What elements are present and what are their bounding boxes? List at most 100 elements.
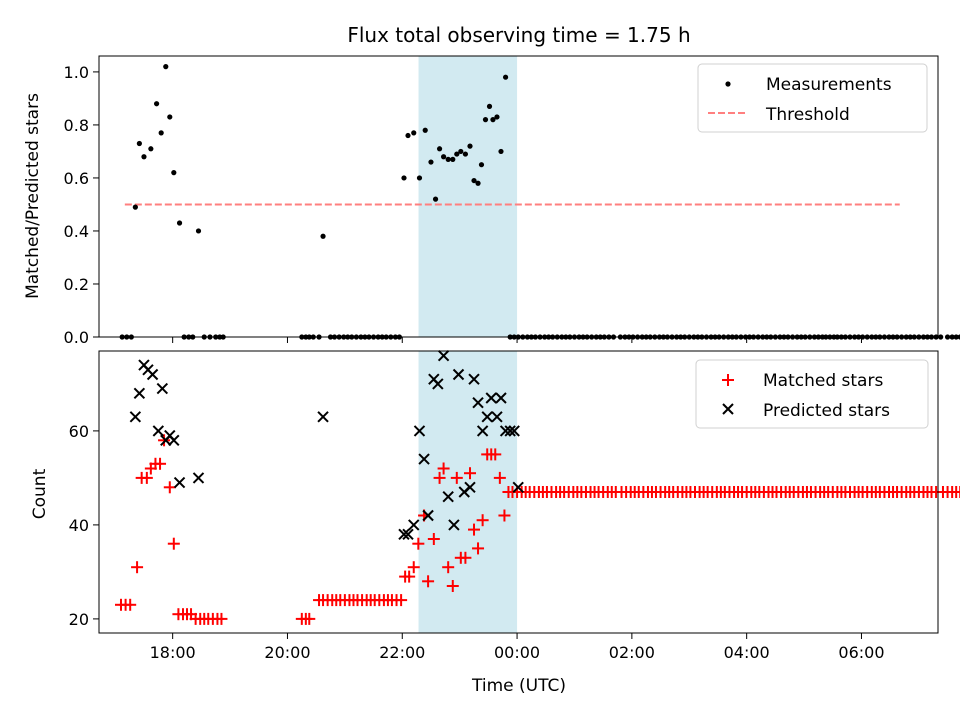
predicted-stars-point: [472, 396, 484, 409]
x-tick-label: 20:00: [264, 643, 310, 662]
matched-stars-point: [124, 598, 137, 611]
matched-stars-point: [476, 514, 489, 527]
matched-stars-point: [403, 570, 416, 583]
measurements-point: [401, 175, 407, 181]
matched-stars-point: [493, 471, 506, 484]
matched-stars-point: [395, 594, 408, 607]
measurements-point: [938, 334, 944, 340]
measurements-point: [498, 148, 504, 155]
matched-stars-point: [472, 542, 485, 555]
predicted-stars-point: [448, 519, 460, 531]
predicted-stars-point: [485, 392, 497, 404]
measurements-point: [405, 132, 411, 139]
measurements-point: [428, 159, 434, 165]
top-y-tick-label: 0.0: [64, 328, 89, 347]
measurements-point: [440, 154, 447, 160]
top-panel: 0.0 0.2 0.4 0.6 0.8 1.0 Matched/Predicted sta…: [23, 55, 960, 347]
legend-matched-marker: [722, 374, 734, 386]
predicted-stars-point: [499, 425, 512, 437]
measurements-point: [949, 334, 955, 340]
predicted-stars-point: [422, 509, 434, 522]
matched-stars-point: [442, 561, 455, 574]
legend-predicted-label: Predicted stars: [763, 401, 890, 421]
measurements-point: [320, 233, 326, 239]
measurements-point: [471, 177, 477, 184]
bottom-y-tick-label: 40: [69, 516, 89, 535]
predicted-stars-point: [495, 392, 507, 404]
top-y-tick-label: 1.0: [64, 63, 89, 82]
matched-stars-point: [303, 612, 316, 625]
predicted-stars-point: [408, 519, 420, 531]
predicted-stars-point: [476, 425, 489, 437]
matched-stars-point: [498, 509, 511, 522]
measurements-point: [458, 148, 464, 155]
top-legend: Measurements Threshold: [697, 63, 928, 133]
predicted-stars-point: [464, 481, 476, 494]
matched-stars-point: [163, 481, 176, 494]
measurements-point: [445, 156, 451, 162]
predicted-stars-point: [317, 411, 329, 423]
measurements-point: [195, 228, 202, 234]
legend-measurements-marker: [725, 81, 731, 87]
top-highlight-span: [418, 56, 518, 337]
matched-stars-point: [450, 471, 463, 484]
matched-stars-point: [433, 471, 446, 484]
predicted-stars-point: [156, 382, 169, 395]
predicted-stars-point: [468, 373, 480, 385]
matched-stars-point: [412, 537, 425, 550]
predicted-stars-point: [398, 528, 410, 541]
measurements-point: [953, 334, 959, 340]
matched-stars-point: [954, 486, 960, 498]
matched-stars-point: [407, 561, 420, 574]
bottom-y-axis-label: Count: [30, 468, 50, 519]
measurements-point: [158, 130, 164, 136]
predicted-stars-point: [491, 411, 503, 423]
matched-stars-point: [422, 575, 435, 588]
measurements-point: [944, 334, 951, 340]
measurements-point: [490, 117, 496, 123]
measurements-point: [153, 101, 160, 107]
measurements-point: [416, 175, 423, 181]
x-tick-label: 00:00: [494, 643, 540, 662]
predicted-stars-point: [508, 425, 520, 437]
predicted-stars-point: [152, 425, 165, 437]
figure-title: Flux total observing time = 1.75 h: [347, 23, 690, 47]
top-y-tick-label: 0.6: [64, 169, 89, 188]
measurements-point: [432, 196, 439, 202]
measurements-point: [148, 146, 154, 152]
measurements-point: [176, 220, 183, 226]
top-y-tick-label: 0.8: [64, 116, 89, 135]
matched-stars-point: [167, 537, 180, 550]
predicted-stars-point: [512, 481, 524, 494]
measurements-point: [450, 156, 456, 162]
measurements-point: [462, 151, 469, 157]
measurements-point: [411, 130, 417, 136]
matched-stars-point: [215, 612, 228, 625]
predicted-stars-point: [442, 490, 454, 503]
matched-stars-point: [459, 551, 472, 564]
top-y-tick-label: 0.4: [64, 222, 89, 241]
legend-matched-label: Matched stars: [763, 371, 883, 391]
matched-stars-point: [468, 523, 481, 536]
measurements-point: [475, 180, 481, 186]
measurements-point: [482, 117, 489, 123]
top-legend-box: [697, 63, 928, 133]
top-y-axis-label: Matched/Predicted stars: [23, 93, 43, 299]
bottom-axis-ticks: 20 40 60 18:00 20:00 22:00 00:00 02:00 04:00 06:0…: [69, 422, 885, 662]
bottom-legend: Matched stars Predicted stars: [695, 359, 929, 429]
matched-stars-point: [154, 457, 167, 470]
predicted-stars-point: [173, 476, 186, 489]
measurements-point: [163, 64, 169, 70]
x-tick-label: 22:00: [379, 643, 425, 662]
predicted-stars-point: [413, 425, 426, 437]
predicted-stars-point: [133, 387, 146, 400]
matched-stars-point: [131, 561, 144, 574]
predicted-stars-point: [504, 425, 516, 437]
predicted-stars-point: [481, 411, 493, 423]
matched-stars-point: [158, 434, 171, 447]
legend-measurements-label: Measurements: [766, 75, 892, 95]
measurements-point: [167, 114, 173, 120]
measurements-point: [171, 170, 177, 176]
predicted-stars-point: [192, 472, 205, 484]
